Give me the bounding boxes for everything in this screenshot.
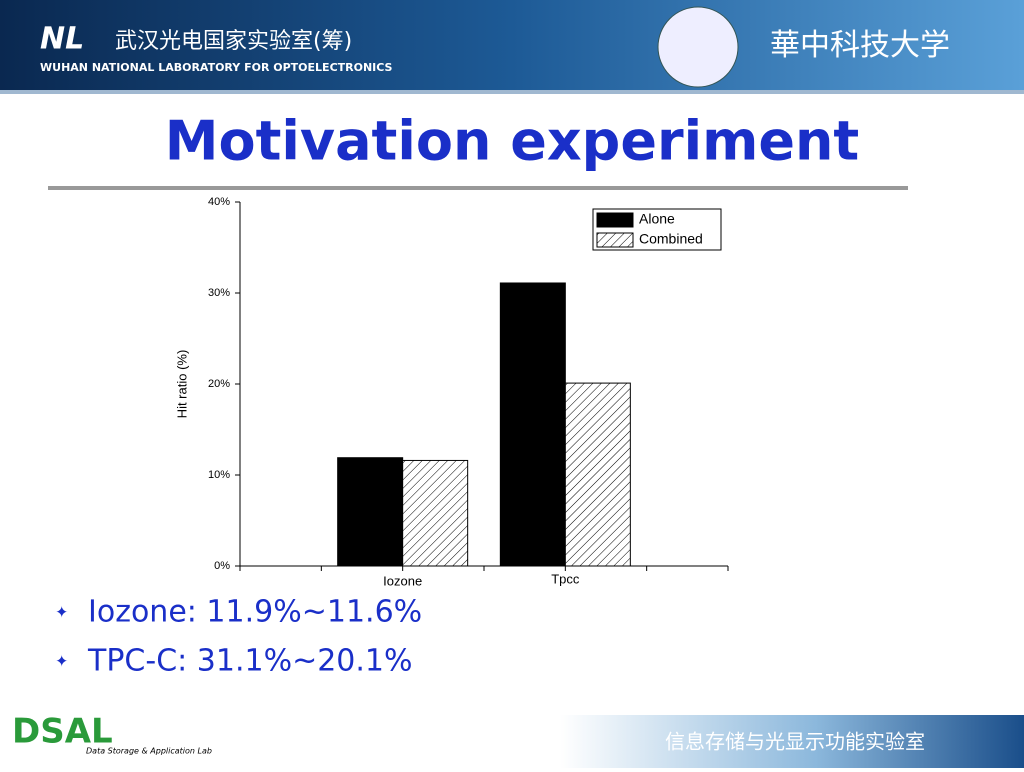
lab-en: WUHAN NATIONAL LABORATORY FOR OPTOELECTR… — [40, 61, 393, 74]
footer-bar — [560, 715, 1024, 768]
x-tick-label: Tpcc — [551, 571, 580, 586]
y-tick-label: 0% — [214, 560, 230, 572]
bar — [337, 457, 404, 567]
y-tick-label: 40% — [208, 196, 230, 208]
y-axis-label: Hit ratio (%) — [174, 350, 189, 419]
university-seal — [657, 6, 739, 88]
bullet-icon: ✦ — [55, 603, 68, 622]
footer-lab: 信息存储与光显示功能实验室 — [665, 730, 925, 754]
bar — [499, 282, 566, 567]
y-tick-label: 30% — [208, 287, 230, 299]
university: 華中科技大学 — [770, 28, 950, 63]
header-rule — [0, 90, 1024, 94]
x-tick-label: Iozone — [383, 573, 422, 588]
bullet-icon: ✦ — [55, 652, 68, 671]
logo-mark: NL — [40, 22, 84, 57]
title-rule — [48, 186, 908, 190]
slide-title: Motivation experiment — [165, 110, 860, 173]
bullet: TPC-C: 31.1%~20.1% — [87, 644, 413, 679]
bullet: Iozone: 11.9%~11.6% — [88, 595, 422, 630]
legend-label: Alone — [639, 211, 675, 227]
y-tick-label: 10% — [208, 469, 230, 481]
footer-logo-sub: Data Storage & Application Lab — [86, 747, 212, 756]
legend-swatch — [596, 212, 634, 228]
footer-logo: DSAL — [12, 712, 113, 752]
y-tick-label: 20% — [208, 378, 230, 390]
lab-cn: 武汉光电国家实验室(筹) — [115, 29, 352, 54]
legend-swatch — [596, 232, 634, 248]
bar — [564, 382, 631, 567]
header-bar — [0, 0, 1024, 90]
chart: 0% 10% 20% 30% 40% Hit ratio (%) Iozone Tpcc Alo… — [174, 196, 729, 588]
bar — [402, 459, 469, 567]
legend-label: Combined — [639, 231, 703, 247]
